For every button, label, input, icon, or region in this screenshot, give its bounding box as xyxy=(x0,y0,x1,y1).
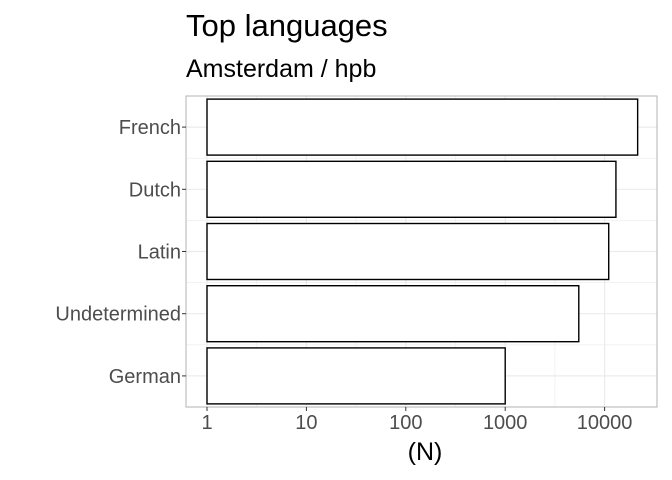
bar-french xyxy=(206,98,639,156)
bar-undetermined xyxy=(206,285,580,343)
y-tick-label: German xyxy=(109,366,181,388)
y-axis-ticks: French Dutch Latin Undetermined German xyxy=(55,117,186,388)
x-axis-ticks: 1 10 100 1000 10000 xyxy=(201,407,632,434)
bar-dutch xyxy=(206,160,617,218)
y-tick-label: Latin xyxy=(138,242,181,264)
chart-subtitle: Amsterdam / hpb xyxy=(186,55,376,83)
bar-german xyxy=(206,347,506,405)
x-tick-label: 1000 xyxy=(483,412,528,434)
y-tick-label: French xyxy=(119,117,181,139)
y-tick-label: Undetermined xyxy=(55,304,181,326)
x-tick-label: 1 xyxy=(201,412,212,434)
x-tick-label: 10000 xyxy=(577,412,633,434)
x-tick-label: 100 xyxy=(389,412,422,434)
x-tick-label: 10 xyxy=(295,412,317,434)
x-axis-label: (N) xyxy=(408,438,443,466)
chart-title: Top languages xyxy=(186,8,388,43)
y-tick-label: Dutch xyxy=(129,179,181,201)
bars xyxy=(206,98,639,405)
bar-latin xyxy=(206,222,610,281)
